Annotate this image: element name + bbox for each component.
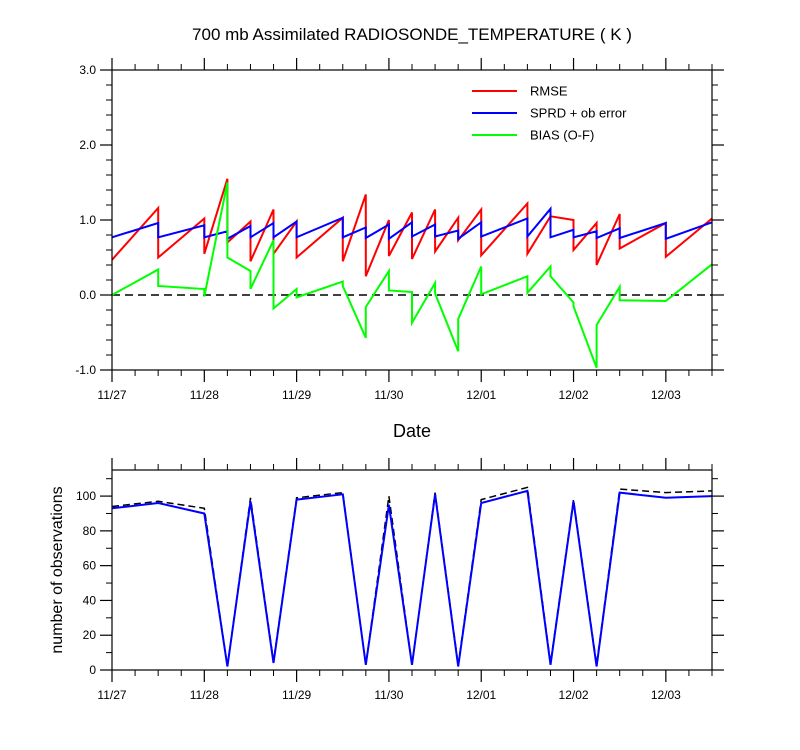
y-tick-label: 0.0 bbox=[79, 288, 96, 302]
y-tick-label: 20 bbox=[83, 628, 97, 642]
y-tick-label: 60 bbox=[83, 559, 97, 573]
x-tick-label: 11/30 bbox=[374, 688, 403, 702]
y-tick-label: 1.0 bbox=[79, 213, 96, 227]
x-tick-label: 12/01 bbox=[466, 688, 496, 702]
y-tick-label: -1.0 bbox=[75, 363, 96, 377]
x-tick-label: 12/03 bbox=[651, 688, 681, 702]
legend-label: SPRD + ob error bbox=[530, 106, 627, 121]
x-tick-label: 11/27 bbox=[97, 388, 126, 402]
x-tick-label: 11/30 bbox=[374, 388, 403, 402]
series-line-used-obs bbox=[111, 489, 713, 667]
y-tick-label: 3.0 bbox=[79, 63, 96, 77]
x-tick-label: 11/27 bbox=[97, 688, 126, 702]
y-tick-label: 40 bbox=[83, 593, 97, 607]
legend-label: RMSE bbox=[530, 84, 568, 99]
series-line-sprd-ob-error bbox=[111, 206, 713, 241]
legend: RMSE SPRD + ob error BIAS (O-F) bbox=[472, 84, 627, 143]
x-tick-label: 11/29 bbox=[282, 388, 311, 402]
rmse-spread-bias-panel: 700 mb Assimilated RADIOSONDE_TEMPERATUR… bbox=[75, 25, 724, 441]
legend-label: BIAS (O-F) bbox=[530, 128, 594, 143]
series-line-bias-o-f bbox=[111, 182, 713, 369]
x-tick-label: 11/29 bbox=[282, 688, 311, 702]
x-tick-label: 12/02 bbox=[559, 388, 589, 402]
x-axis-label: Date bbox=[393, 421, 431, 441]
chart-title: 700 mb Assimilated RADIOSONDE_TEMPERATUR… bbox=[192, 25, 632, 44]
y-tick-label: 2.0 bbox=[79, 138, 96, 152]
y-tick-label: 80 bbox=[83, 524, 97, 538]
y-tick-label: 0 bbox=[89, 663, 96, 677]
x-tick-label: 12/02 bbox=[559, 688, 589, 702]
x-tick-label: 11/28 bbox=[190, 688, 219, 702]
y-axis-label-observations: number of observations bbox=[49, 486, 66, 653]
x-tick-label: 12/03 bbox=[651, 388, 681, 402]
y-tick-label: 100 bbox=[76, 489, 96, 503]
bottom-plot-frame bbox=[111, 469, 713, 671]
series-line-total-obs bbox=[111, 486, 713, 667]
x-tick-label: 12/01 bbox=[466, 388, 496, 402]
x-tick-label: 11/28 bbox=[190, 388, 219, 402]
observation-count-panel: 11/27 11/28 11/29 11/30 12/01 12/02 12/03 0 20 40… bbox=[49, 458, 724, 702]
